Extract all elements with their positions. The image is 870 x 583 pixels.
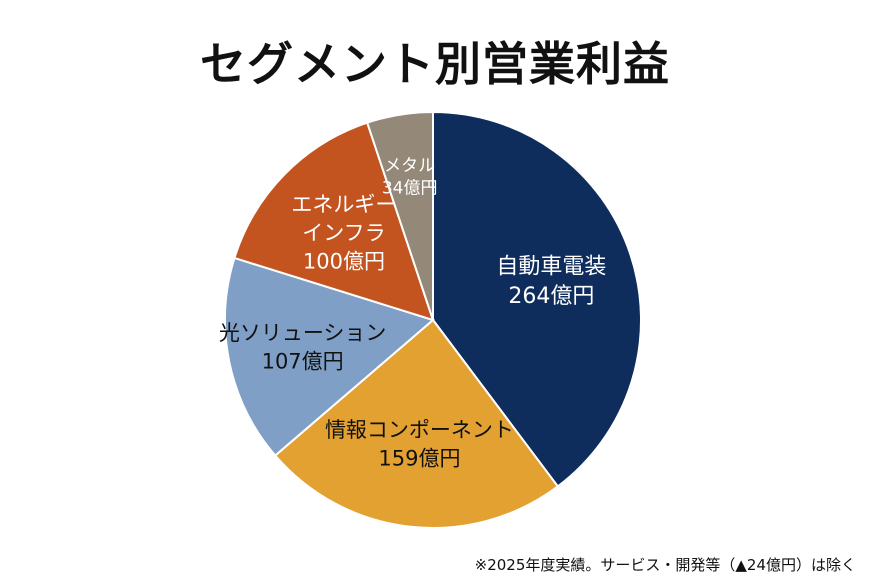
pie-slice-2 — [224, 256, 436, 457]
chart-title: セグメント別営業利益 — [200, 37, 670, 91]
footnote: ※2025年度実績。サービス・開発等（▲24億円）は除く — [474, 556, 856, 574]
pie-slice-1 — [273, 318, 560, 529]
pie-slice-0 — [432, 110, 642, 488]
pie-slice-label-2: 光ソリューション 107億円 — [219, 321, 387, 373]
pie-slice-label-1: 情報コンポーネント 159億円 — [325, 418, 514, 470]
pie-slice-label-4: メタル 34億円 — [382, 156, 438, 199]
pie-slices — [224, 110, 642, 529]
pie-slice-4 — [365, 110, 434, 321]
pie-slice-label-0: 自動車電装 264億円 — [496, 254, 606, 309]
pie-slice-label-3: エネルギーインフラ 100億円 — [291, 193, 396, 274]
